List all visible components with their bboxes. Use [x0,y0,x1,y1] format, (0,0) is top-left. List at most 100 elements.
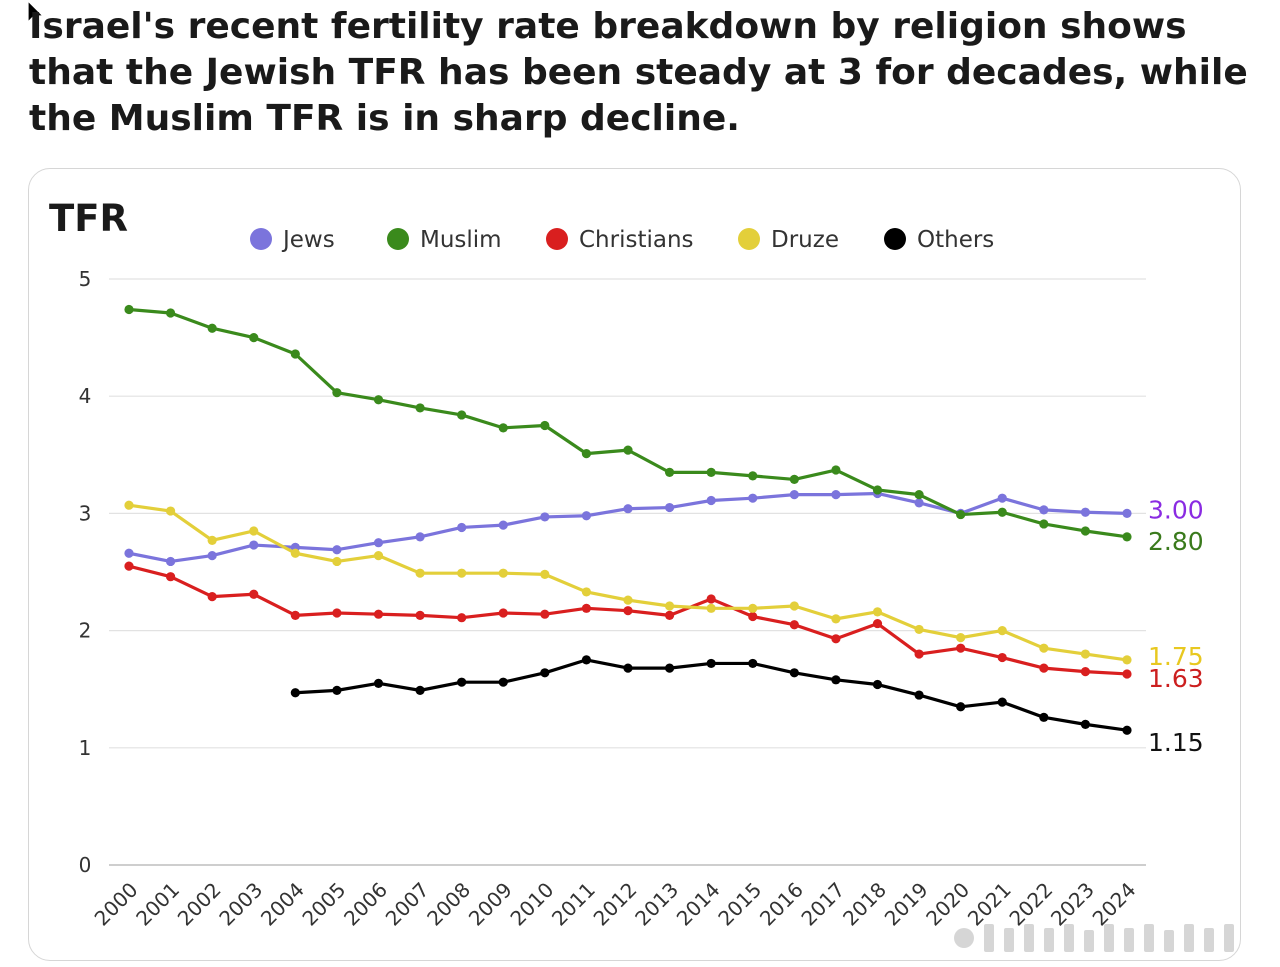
legend-marker [884,228,906,250]
data-point [664,502,675,513]
data-point [1122,532,1132,542]
data-point [498,520,508,530]
data-point [623,445,633,455]
data-point [789,474,799,485]
data-point [748,471,758,481]
data-point [623,606,633,616]
end-value-label-muslim: 2.80 [1148,527,1204,556]
series-line-others [295,658,1128,732]
data-point [124,500,134,510]
x-tick-label: 2013 [630,878,683,931]
data-point [581,449,592,459]
x-tick-label: 2009 [464,878,517,931]
data-point [997,697,1007,707]
data-point [748,611,758,622]
data-point [997,493,1007,503]
data-point [872,485,883,495]
legend-marker [250,228,272,250]
y-tick-label: 3 [79,501,92,525]
data-point [872,618,883,629]
series-druze [124,500,1132,665]
watermark-icon [954,924,1234,952]
data-point [1122,669,1132,679]
data-point [956,643,966,653]
data-point [415,532,425,542]
data-point [249,540,259,550]
data-point [498,568,508,578]
series-line-christians [128,564,1128,676]
data-point [498,608,508,618]
x-tick-label: 2008 [422,878,475,931]
x-tick-label: 2019 [880,878,933,931]
legend-label: Christians [579,227,694,253]
post-headline: Israel's recent fertility rate breakdown… [29,6,1248,139]
data-point [540,512,550,522]
series-muslim [124,304,1132,542]
data-point [1039,712,1049,722]
data-point [664,601,675,611]
data-point [1080,667,1091,677]
mouse-cursor-icon [27,0,45,28]
x-tick-label: 2000 [90,878,143,931]
series-line-druze [128,503,1128,662]
data-point [1122,655,1132,665]
data-point [249,589,259,599]
data-point [623,663,633,673]
x-tick-label: 2003 [214,878,267,931]
data-point [415,403,425,413]
data-point [207,535,217,545]
data-point [997,626,1007,636]
data-point [706,594,716,604]
y-tick-label: 2 [79,619,92,643]
data-point [373,538,384,548]
data-point [124,548,134,558]
data-point [290,688,300,698]
data-point [581,655,592,665]
data-point [831,614,841,624]
data-point [748,658,758,669]
data-point [664,663,675,673]
data-point [1122,725,1132,735]
legend-label: Druze [771,227,839,253]
data-point [914,624,924,635]
x-tick-label: 2001 [131,878,184,931]
data-point [1039,643,1049,653]
end-value-label-christians: 1.63 [1148,664,1204,693]
x-tick-label: 2011 [547,878,600,931]
data-point [207,550,217,561]
data-point [706,495,716,506]
data-point [207,323,217,333]
data-point [124,561,134,571]
x-tick-label: 2010 [505,878,558,931]
series-jews [124,488,1132,567]
end-value-label-druze: 1.75 [1148,642,1204,671]
legend-label: Jews [281,227,335,253]
data-point [831,634,841,644]
legend-item-muslim: Muslim [387,227,502,253]
data-point [540,668,550,678]
data-point [1039,519,1049,529]
data-point [1080,526,1091,536]
data-point [373,550,384,561]
data-point [789,490,799,500]
x-tick-label: 2016 [755,878,808,931]
data-point [1039,663,1049,673]
series-line-jews [128,491,1128,564]
data-point [373,609,384,619]
series-others [290,655,1132,735]
data-point [706,603,716,613]
legend-label: Muslim [420,227,502,253]
y-tick-label: 4 [79,384,92,408]
data-point [457,613,467,623]
data-point [831,675,841,685]
data-point [332,685,342,695]
data-point [373,395,384,405]
x-tick-label: 2005 [297,878,350,931]
x-tick-label: 2004 [256,878,309,931]
data-point [457,568,467,578]
data-point [415,610,425,620]
x-tick-label: 2014 [672,878,725,931]
data-point [290,349,300,359]
x-tick-label: 2018 [838,878,891,931]
tfr-line-chart: TFR 012345200020012002200320042005200620… [49,197,1204,931]
